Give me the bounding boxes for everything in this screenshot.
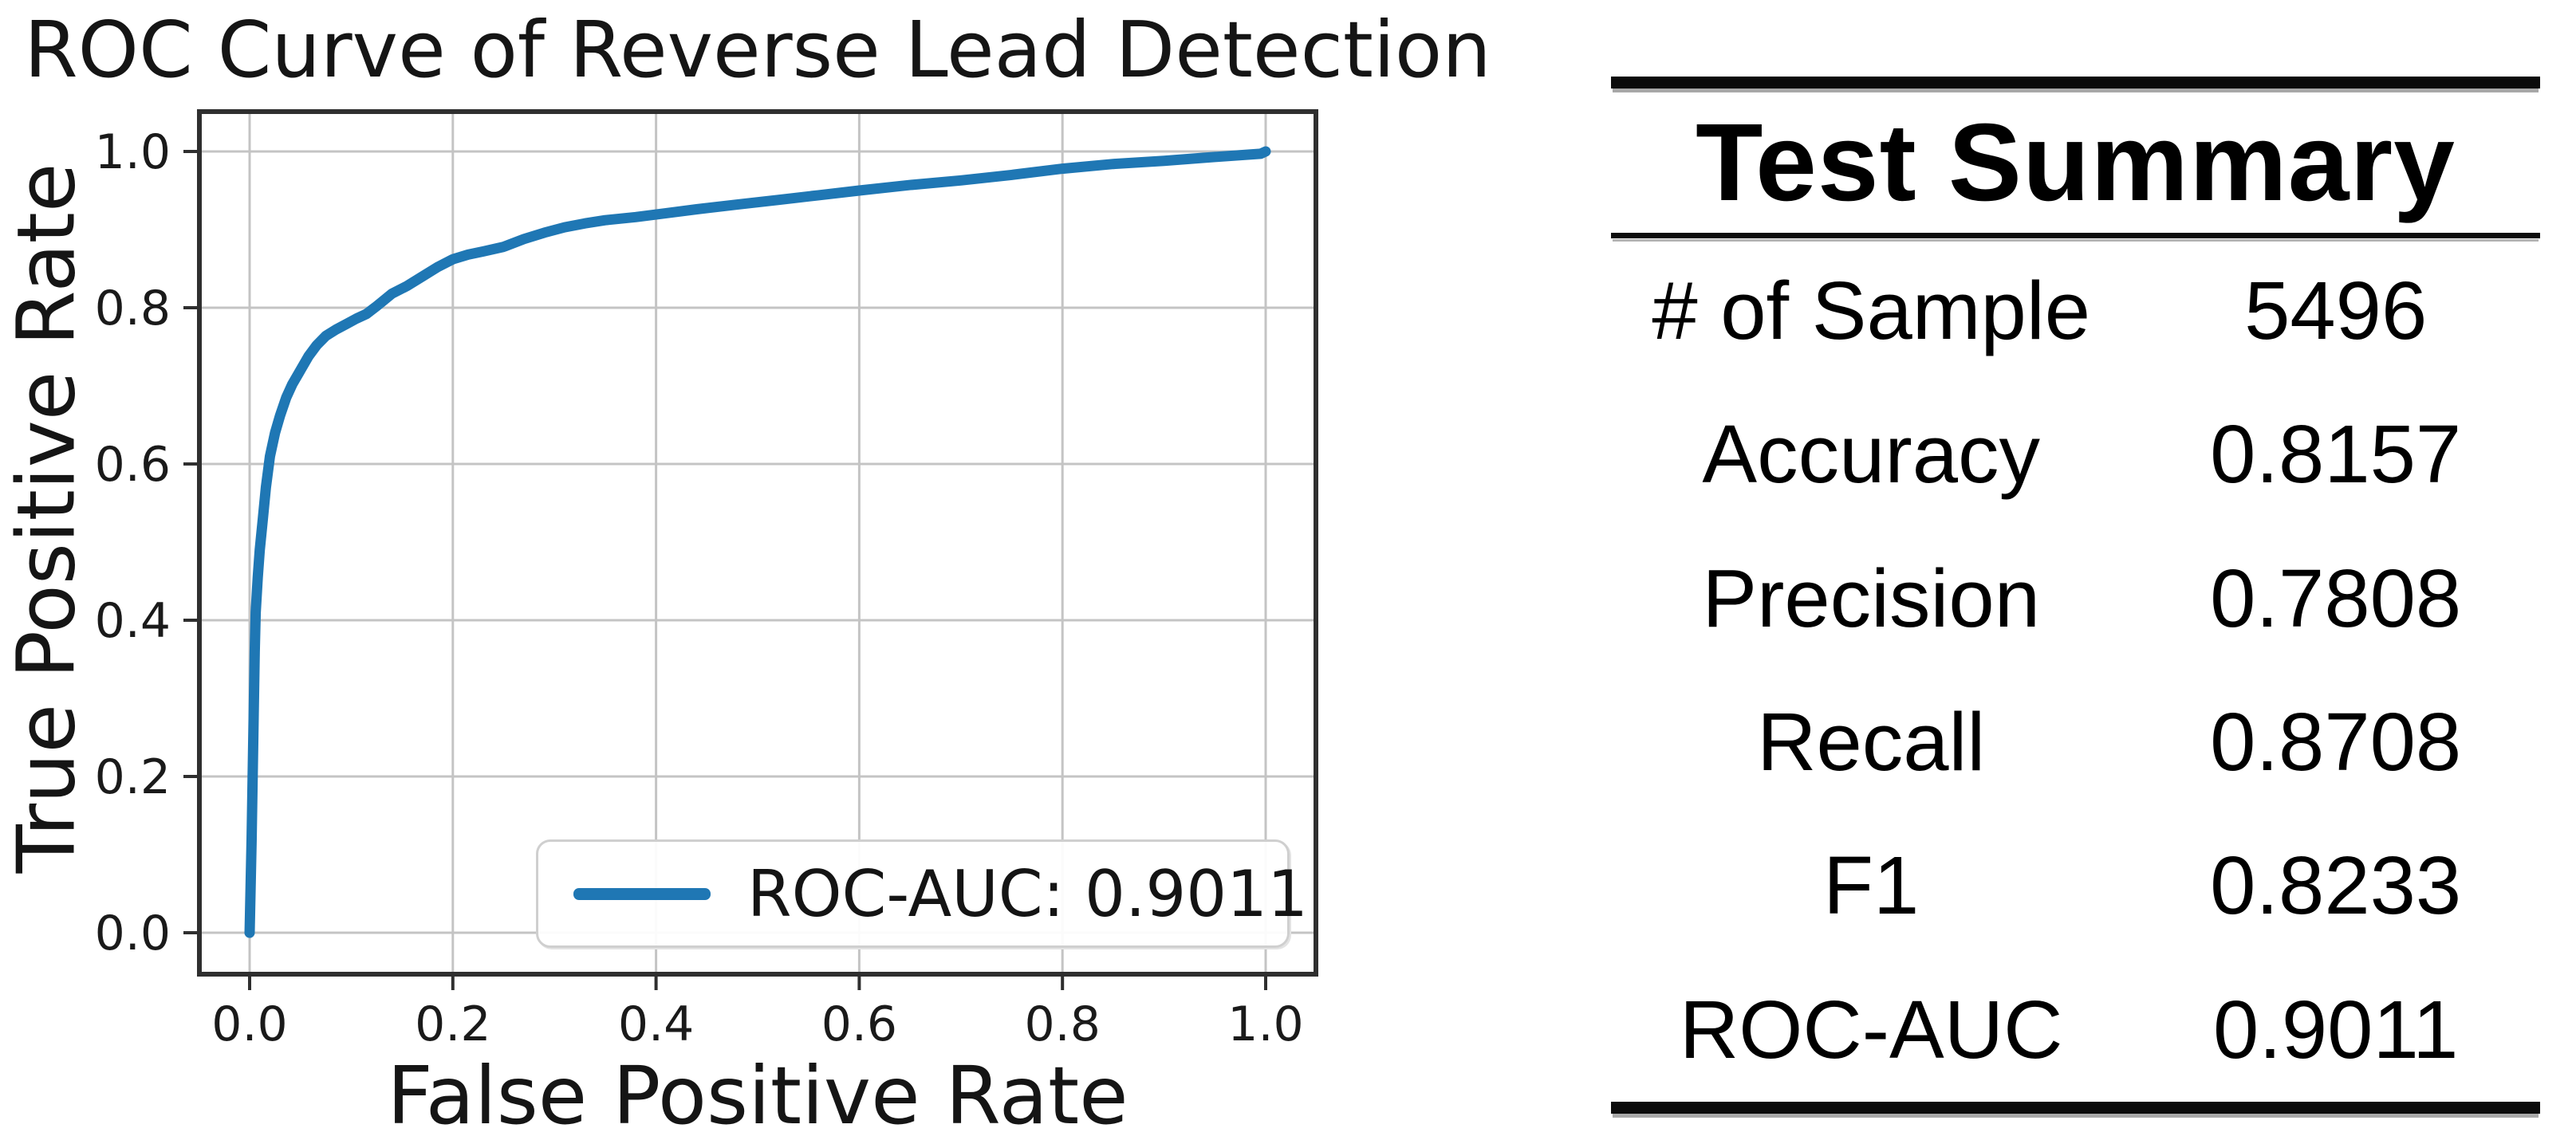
row-value: 0.8708 <box>2210 696 2462 788</box>
x-tick-labels: 0.0 0.2 0.4 0.6 0.8 1.0 <box>211 997 1303 1052</box>
svg-text:0.8: 0.8 <box>1024 997 1100 1052</box>
legend-label: ROC-AUC: 0.9011 <box>747 856 1308 931</box>
test-summary-table: Test Summary # of Sample 5496 Accuracy 0… <box>1611 0 2540 1140</box>
row-value: 0.8233 <box>2210 839 2462 932</box>
svg-text:1.0: 1.0 <box>95 124 171 180</box>
svg-text:0.4: 0.4 <box>95 593 171 649</box>
legend: ROC-AUC: 0.9011 <box>536 839 1308 948</box>
y-tick-marks <box>183 150 199 934</box>
y-axis-label: True Positive Rate <box>0 163 93 874</box>
table-top-rule <box>1611 77 2540 88</box>
row-value: 5496 <box>2244 265 2428 357</box>
svg-text:0.6: 0.6 <box>95 437 171 493</box>
table-row: Accuracy 0.8157 <box>1611 407 2540 501</box>
svg-text:1.0: 1.0 <box>1227 997 1303 1052</box>
svg-text:0.2: 0.2 <box>415 997 490 1052</box>
table-row: Precision 0.7808 <box>1611 552 2540 646</box>
row-value: 0.8157 <box>2210 408 2462 501</box>
row-label: Recall <box>1757 696 1986 788</box>
roc-chart-svg: 0.0 0.2 0.4 0.6 0.8 1.0 1.0 0.8 0.6 0.4 … <box>95 109 1318 1052</box>
table-bottom-rule <box>1611 1102 2540 1114</box>
svg-text:0.6: 0.6 <box>821 997 897 1052</box>
table-row: Recall 0.8708 <box>1611 695 2540 789</box>
table-rows: # of Sample 5496 Accuracy 0.8157 Precisi… <box>1611 239 2540 1102</box>
table-row: F1 0.8233 <box>1611 839 2540 933</box>
row-value: 0.9011 <box>2212 983 2459 1075</box>
chart-title: ROC Curve of Reverse Lead Detection <box>24 5 1491 95</box>
svg-text:0.8: 0.8 <box>95 281 171 336</box>
x-axis-label: False Positive Rate <box>387 1049 1128 1140</box>
row-label: # of Sample <box>1652 265 2091 357</box>
x-tick-marks <box>248 974 1267 990</box>
svg-text:0.0: 0.0 <box>95 906 171 961</box>
svg-text:0.2: 0.2 <box>95 749 171 805</box>
row-label: Accuracy <box>1702 408 2040 501</box>
row-value: 0.7808 <box>2210 552 2462 644</box>
table-header-rule <box>1611 233 2540 238</box>
table-row: # of Sample 5496 <box>1611 264 2540 358</box>
row-label: F1 <box>1823 839 1920 932</box>
grid-lines <box>199 112 1316 974</box>
table-title: Test Summary <box>1696 100 2456 224</box>
legend-line-sample <box>573 887 711 900</box>
plot-border <box>197 109 1318 977</box>
row-label: ROC-AUC <box>1679 983 2063 1075</box>
table-row: ROC-AUC 0.9011 <box>1611 983 2540 1077</box>
row-label: Precision <box>1702 552 2040 644</box>
svg-text:0.0: 0.0 <box>211 997 287 1052</box>
svg-text:0.4: 0.4 <box>618 997 694 1052</box>
y-tick-labels: 1.0 0.8 0.6 0.4 0.2 0.0 <box>95 124 171 961</box>
roc-figure: ROC Curve of Reverse Lead Detection <box>0 5 1491 1140</box>
roc-curve-line <box>244 146 1271 938</box>
